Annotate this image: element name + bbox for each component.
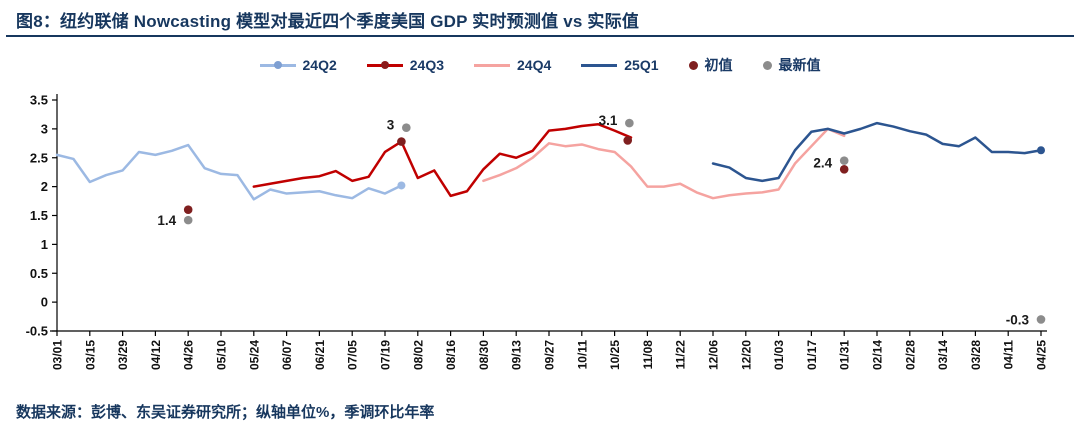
x-tick-label: 04/25	[1035, 340, 1049, 370]
x-tick-label: 03/01	[51, 340, 65, 370]
x-tick-label: 02/28	[903, 340, 917, 370]
legend-swatch-最新值	[762, 60, 772, 70]
legend-label: 最新值	[778, 57, 821, 73]
x-tick-label: 04/12	[149, 340, 163, 370]
x-tick-label: 03/15	[83, 340, 97, 370]
series-line-24Q2	[55, 143, 403, 201]
legend-marker-dot	[380, 61, 389, 69]
x-tick-label: 01/03	[772, 340, 786, 370]
legend-swatch-25Q1	[581, 63, 618, 67]
x-tick-label: 03/28	[969, 340, 983, 370]
series-line-24Q4	[482, 127, 846, 200]
legend-item-24Q4: 24Q4	[474, 57, 551, 73]
y-tick-label: 0	[41, 295, 48, 310]
title-underline	[6, 35, 1074, 37]
chart-annotation: 3.1	[599, 113, 618, 128]
legend-item-初值: 初值	[688, 55, 733, 75]
x-tick-label: 09/27	[543, 340, 557, 370]
x-tick-label: 12/06	[707, 340, 721, 370]
legend-label: 24Q4	[517, 57, 552, 73]
initial-value-dot	[397, 137, 406, 146]
series-line-25Q1	[711, 121, 1043, 183]
chart-annotation: 3	[387, 118, 395, 133]
chart-annotation: 1.4	[157, 213, 176, 228]
legend-swatch-24Q3	[366, 61, 403, 69]
y-tick-label: 1.5	[30, 208, 48, 223]
latest-value-dot	[1036, 315, 1046, 324]
initial-value-dot	[623, 136, 633, 145]
latest-value-dot	[183, 215, 193, 225]
x-tick-label: 08/30	[477, 340, 491, 370]
y-tick-label: 0.5	[30, 266, 48, 281]
x-tick-label: 03/29	[116, 340, 130, 370]
legend-swatch-24Q4	[474, 63, 510, 67]
x-tick-label: 02/14	[871, 340, 885, 370]
x-tick-label: 08/16	[444, 340, 458, 370]
initial-value-dot	[183, 205, 193, 215]
latest-value-dot	[402, 123, 411, 133]
figure-title: 图8：纽约联储 Nowcasting 模型对最近四个季度美国 GDP 实时预测值…	[16, 12, 640, 31]
legend-label: 初值	[704, 57, 733, 73]
data-source-note: 数据来源：彭博、东吴证券研究所；纵轴单位%，季调环比年率	[16, 404, 435, 421]
legend-label: 24Q3	[409, 57, 444, 73]
y-tick-label: 2	[41, 179, 48, 194]
x-tick-label: 10/11	[575, 340, 589, 370]
x-tick-label: 09/13	[510, 340, 524, 370]
x-tick-label: 10/25	[608, 340, 622, 370]
x-tick-label: 05/10	[215, 340, 229, 370]
y-tick-label: -0.5	[26, 324, 48, 339]
x-tick-label: 06/07	[280, 340, 294, 370]
chart-annotation: -0.3	[1006, 312, 1030, 327]
legend-label: 24Q2	[302, 57, 337, 73]
series-end-marker-24Q2	[397, 181, 406, 190]
x-tick-label: 11/22	[674, 340, 688, 370]
initial-value-dot	[839, 165, 849, 174]
series-line-24Q3	[252, 123, 633, 198]
legend-label: 25Q1	[624, 57, 659, 73]
x-tick-label: 03/14	[936, 340, 950, 370]
x-tick-label: 07/19	[379, 340, 393, 370]
y-tick-label: 1	[41, 237, 48, 252]
x-tick-label: 06/21	[313, 340, 327, 370]
y-tick-label: 3.5	[30, 93, 48, 108]
x-tick-label: 01/31	[838, 340, 852, 370]
latest-value-dot	[839, 156, 849, 165]
x-tick-label: 11/08	[641, 340, 655, 370]
legend-item-24Q3: 24Q3	[366, 57, 444, 73]
legend-item-25Q1: 25Q1	[581, 57, 659, 73]
x-tick-label: 08/02	[411, 340, 425, 370]
x-tick-label: 01/17	[805, 340, 819, 370]
legend-item-24Q2: 24Q2	[259, 57, 337, 73]
x-tick-label: 04/11	[1002, 340, 1016, 370]
legend-swatch-初值	[688, 60, 698, 70]
legend-marker-dot	[273, 61, 282, 69]
x-tick-label: 12/20	[739, 340, 753, 370]
legend-item-最新值: 最新值	[762, 55, 821, 75]
chart-legend: 24Q2 24Q3 24Q4 25Q1 初值 最新值	[0, 55, 1080, 75]
x-tick-label: 07/05	[346, 340, 360, 370]
y-tick-label: 3	[41, 121, 48, 136]
chart-annotation: 2.4	[813, 155, 832, 170]
x-tick-label: 04/26	[182, 340, 196, 370]
series-end-marker-25Q1	[1037, 146, 1045, 155]
latest-value-dot	[625, 118, 634, 128]
x-tick-label: 05/24	[247, 340, 261, 370]
gdp-nowcast-chart: 3.5 3 2.5 2 1.5 1 0.5 0 -0.503/01 03/15 03/29 04/12…	[26, 93, 1049, 371]
y-tick-label: 2.5	[30, 150, 48, 165]
legend-swatch-24Q2	[259, 61, 296, 69]
